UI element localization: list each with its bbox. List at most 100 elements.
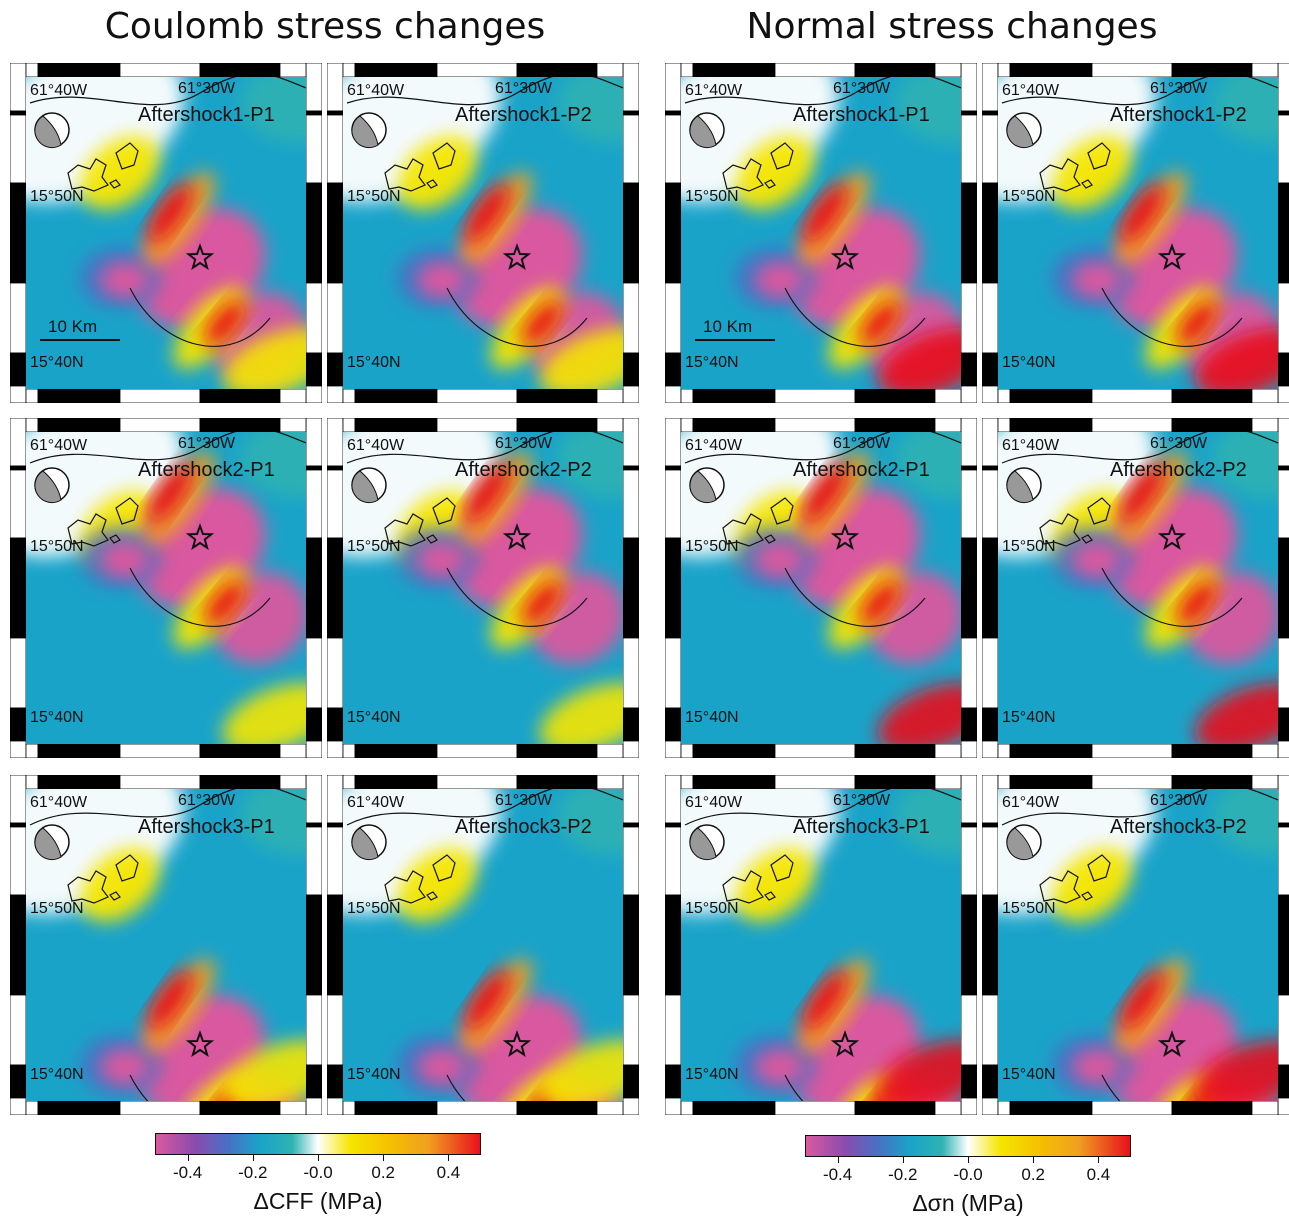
colorbar-normal [805, 1135, 1131, 1157]
longitude-label-west: 61°40W [1002, 437, 1060, 454]
latitude-label-north: 15°50N [347, 900, 401, 917]
latitude-label-north: 15°50N [30, 188, 84, 205]
stress-lobe [100, 1049, 150, 1085]
stress-lobe [1072, 1049, 1122, 1085]
stress-lobe [1212, 432, 1278, 498]
coastline [384, 142, 456, 192]
panel-title: Aftershock3-P2 [455, 816, 592, 838]
panel-title: Aftershock2-P2 [455, 459, 592, 481]
stress-lobe [204, 580, 246, 626]
colorbar-tick-label: -0.2 [238, 1163, 268, 1182]
coastline [67, 854, 139, 904]
stress-lobe [557, 77, 623, 143]
stress-lobe [1194, 683, 1278, 744]
stress-lobe [735, 136, 815, 210]
colorbar-tick-label: -0.0 [303, 1163, 333, 1182]
latitude-label-south: 15°40N [30, 354, 84, 371]
zero-contour [1101, 287, 1243, 347]
stress-lobe [539, 1040, 623, 1101]
zero-contour [29, 77, 306, 106]
latitude-label-south: 15°40N [685, 354, 739, 371]
focal-mechanism-icon [1006, 112, 1042, 149]
stress-lobe [397, 848, 477, 922]
longitude-label-mid: 61°30W [1150, 80, 1208, 97]
longitude-label-west: 61°40W [685, 437, 743, 454]
latitude-label-north: 15°50N [347, 188, 401, 205]
stress-map [10, 775, 322, 1115]
stress-lobe [147, 970, 193, 1030]
map-panel: 61°40W 61°30W Aftershock1-P1 15°50N 15°40N 10… [665, 63, 977, 403]
stress-lobe [1072, 542, 1122, 578]
colorbar-coulomb [155, 1133, 481, 1155]
zero-contour [346, 432, 623, 464]
stress-lobe [464, 183, 510, 243]
stress-lobe [1194, 1040, 1278, 1101]
latitude-label-south: 15°40N [1002, 709, 1056, 726]
colorbar-tick-mark [383, 1155, 385, 1161]
coastline [67, 497, 139, 547]
zero-contour [784, 567, 926, 627]
stress-lobe [222, 683, 306, 744]
epicenter-star-icon [830, 1030, 860, 1058]
map-panel: 61°40W 61°30W Aftershock2-P2 15°50N 15°40N [327, 418, 639, 758]
colorbar-title: ΔCFF (MPa) [253, 1188, 383, 1214]
colorbar-tick-mark [968, 1157, 969, 1163]
stress-lobe [1119, 970, 1165, 1030]
colorbar-tick-mark [252, 1155, 254, 1161]
stress-lobe [417, 262, 467, 298]
stress-lobe [464, 463, 510, 523]
zero-contour [784, 287, 926, 347]
latitude-label-north: 15°50N [30, 538, 84, 555]
zero-contour [29, 432, 306, 464]
stress-lobe [859, 300, 901, 346]
epicenter-star-icon [502, 523, 532, 551]
stress-lobe [802, 463, 848, 523]
stress-lobe [1194, 328, 1278, 389]
zero-contour [129, 1074, 149, 1101]
map-panel: 61°40W 61°30W Aftershock3-P1 15°50N 15°40N [665, 775, 977, 1115]
stress-lobe [397, 136, 477, 210]
longitude-label-mid: 61°30W [833, 792, 891, 809]
zero-contour [1001, 77, 1278, 106]
zero-contour [446, 567, 588, 627]
longitude-label-west: 61°40W [347, 794, 405, 811]
map-panel: 61°40W 61°30W Aftershock3-P1 15°50N 15°40N [10, 775, 322, 1115]
zero-contour [129, 567, 271, 627]
epicenter-star-icon [1157, 523, 1187, 551]
colorbar-tick-mark [187, 1155, 189, 1161]
scale-bar-label: 10 Km [48, 317, 98, 336]
stress-lobe [100, 262, 150, 298]
latitude-label-south: 15°40N [1002, 1066, 1056, 1083]
longitude-label-mid: 61°30W [1150, 792, 1208, 809]
stress-lobe [895, 789, 961, 855]
stress-lobe [1119, 183, 1165, 243]
latitude-label-south: 15°40N [685, 709, 739, 726]
longitude-label-mid: 61°30W [178, 792, 236, 809]
stress-lobe [80, 136, 160, 210]
stress-map [982, 418, 1289, 758]
colorbar-tick-label: 0.2 [1021, 1165, 1046, 1184]
colorbar-tick-mark [318, 1155, 319, 1161]
epicenter-star-icon [830, 243, 860, 271]
coastline [67, 142, 139, 192]
colorbar-tick-label: -0.0 [953, 1165, 983, 1184]
latitude-label-north: 15°50N [1002, 538, 1056, 555]
stress-lobe [240, 77, 306, 143]
longitude-label-mid: 61°30W [495, 80, 553, 97]
stress-lobe [521, 300, 563, 346]
stress-map [327, 775, 639, 1115]
stress-lobe [1119, 463, 1165, 523]
stress-map [327, 418, 639, 758]
zero-contour [29, 789, 306, 826]
focal-mechanism-icon [689, 824, 725, 861]
stress-lobe [539, 683, 623, 744]
stress-map [10, 418, 322, 758]
map-panel: 61°40W 61°30W Aftershock1-P1 15°50N 15°40N 10… [10, 63, 322, 403]
zero-contour [684, 432, 961, 464]
latitude-label-south: 15°40N [685, 1066, 739, 1083]
stress-lobe [204, 300, 246, 346]
stress-lobe [147, 463, 193, 523]
zero-contour [1101, 567, 1243, 627]
stress-lobe [1176, 580, 1218, 626]
stress-lobe [877, 328, 961, 389]
